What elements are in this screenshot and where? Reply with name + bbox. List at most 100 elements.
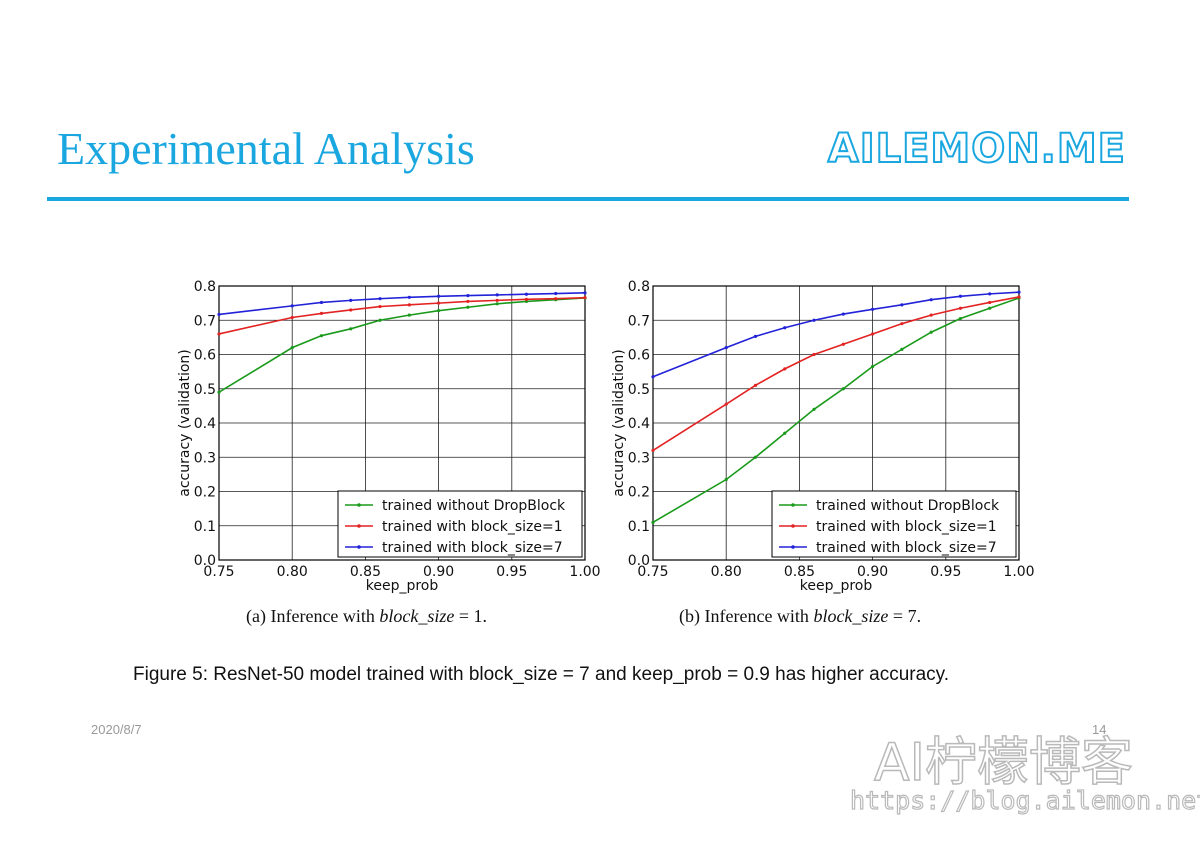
x-tick-label: 0.85 (784, 564, 815, 580)
data-point (495, 302, 499, 306)
data-point (554, 291, 558, 296)
data-point (407, 313, 411, 317)
data-point (495, 293, 499, 297)
legend-box (771, 490, 1017, 558)
data-point (378, 304, 382, 309)
data-point (466, 293, 470, 298)
data-point (319, 311, 324, 315)
y-tick-label: 0.7 (628, 313, 650, 329)
series-line (218, 297, 586, 393)
y-tick-label: 0.4 (628, 416, 650, 432)
data-point (871, 332, 875, 336)
y-tick-label: 0.2 (628, 485, 650, 501)
data-point (1017, 295, 1021, 299)
data-point (783, 326, 787, 330)
data-point (651, 448, 655, 452)
data-point (1017, 290, 1021, 294)
data-point (407, 303, 411, 307)
data-point (841, 312, 845, 316)
slide-title: Experimental Analysis (57, 123, 475, 174)
legend-marker (791, 503, 795, 507)
plot-frame (218, 285, 586, 561)
data-point (724, 477, 728, 482)
data-point (988, 306, 992, 310)
data-point (349, 327, 353, 331)
y-tick-label: 0.5 (628, 382, 650, 398)
data-point (900, 347, 904, 351)
x-axis-label: keep_prob (800, 578, 873, 594)
x-tick-label: 1.00 (569, 564, 600, 580)
legend-label: trained with block_size=7 (816, 540, 997, 556)
y-tick-label: 0.1 (628, 519, 650, 535)
data-point (437, 294, 441, 298)
data-point (841, 342, 845, 346)
data-point (378, 318, 382, 322)
y-tick-label: 0.8 (628, 279, 650, 295)
watermark-url: https://blog.ailemon.net/ (849, 785, 1200, 815)
page-number: 14 (1092, 722, 1107, 737)
data-point (812, 407, 816, 411)
data-point (290, 346, 294, 350)
chart-b-caption: (b) Inference with block_size = 7. (679, 606, 921, 627)
data-point (929, 330, 933, 334)
data-point (290, 304, 294, 308)
brand-logo: AILEMON.ME (827, 125, 1126, 173)
data-point (319, 300, 324, 305)
data-point (524, 292, 529, 296)
series-line (652, 296, 1020, 452)
series-line (652, 291, 1020, 378)
legend-label: trained with block_size=1 (382, 519, 563, 535)
plot-frame (652, 285, 1020, 561)
y-tick-label: 0.3 (628, 450, 650, 466)
y-tick-label: 0.0 (628, 553, 650, 569)
title-divider (47, 197, 1129, 201)
x-tick-label: 0.75 (637, 564, 668, 580)
data-point (958, 316, 963, 321)
data-point (583, 296, 587, 300)
caption-prefix: (a) Inference with (246, 606, 380, 626)
series-line (218, 296, 586, 335)
caption-suffix: = 1. (454, 606, 488, 626)
y-tick-label: 0.3 (194, 450, 216, 466)
x-tick-label: 0.85 (350, 564, 381, 580)
data-point (319, 334, 324, 338)
y-axis-label: accuracy (validation) (177, 349, 193, 496)
data-point (783, 367, 787, 371)
y-tick-label: 0.1 (194, 519, 216, 535)
data-point (378, 297, 382, 301)
data-point (753, 383, 758, 387)
y-tick-label: 0.6 (628, 348, 650, 364)
y-tick-label: 0.5 (194, 382, 216, 398)
chart-b: 0.75 0.80 0.85 0.90 0.95 1.00 0.0 0.1 0.2 0.3 0.4 0… (611, 279, 1035, 594)
data-point (812, 318, 816, 322)
data-point (524, 297, 529, 301)
legend-marker (357, 524, 361, 528)
data-point (217, 332, 221, 336)
data-point (583, 291, 587, 295)
legend-label: trained with block_size=7 (382, 540, 563, 556)
legend-box (337, 490, 583, 558)
data-point (651, 520, 655, 524)
legend-marker (791, 524, 795, 528)
x-tick-label: 0.95 (496, 564, 527, 580)
data-point (871, 307, 875, 311)
data-point (466, 299, 470, 304)
legend-marker (357, 503, 361, 507)
series-line (652, 297, 1020, 524)
x-tick-label: 0.75 (203, 564, 234, 580)
series-line (218, 292, 586, 316)
legend-label: trained with block_size=1 (816, 519, 997, 535)
data-point (841, 387, 845, 391)
data-point (753, 334, 758, 338)
data-point (724, 402, 728, 406)
data-point (466, 305, 470, 309)
legend-label: trained without DropBlock (816, 498, 1000, 514)
caption-math: block_size (813, 606, 889, 626)
data-point (988, 292, 992, 296)
data-point (753, 455, 758, 459)
x-tick-label: 1.00 (1003, 564, 1034, 580)
legend-marker (791, 545, 795, 549)
x-tick-label: 0.90 (423, 564, 454, 580)
y-tick-label: 0.7 (194, 313, 216, 329)
data-point (437, 309, 441, 313)
